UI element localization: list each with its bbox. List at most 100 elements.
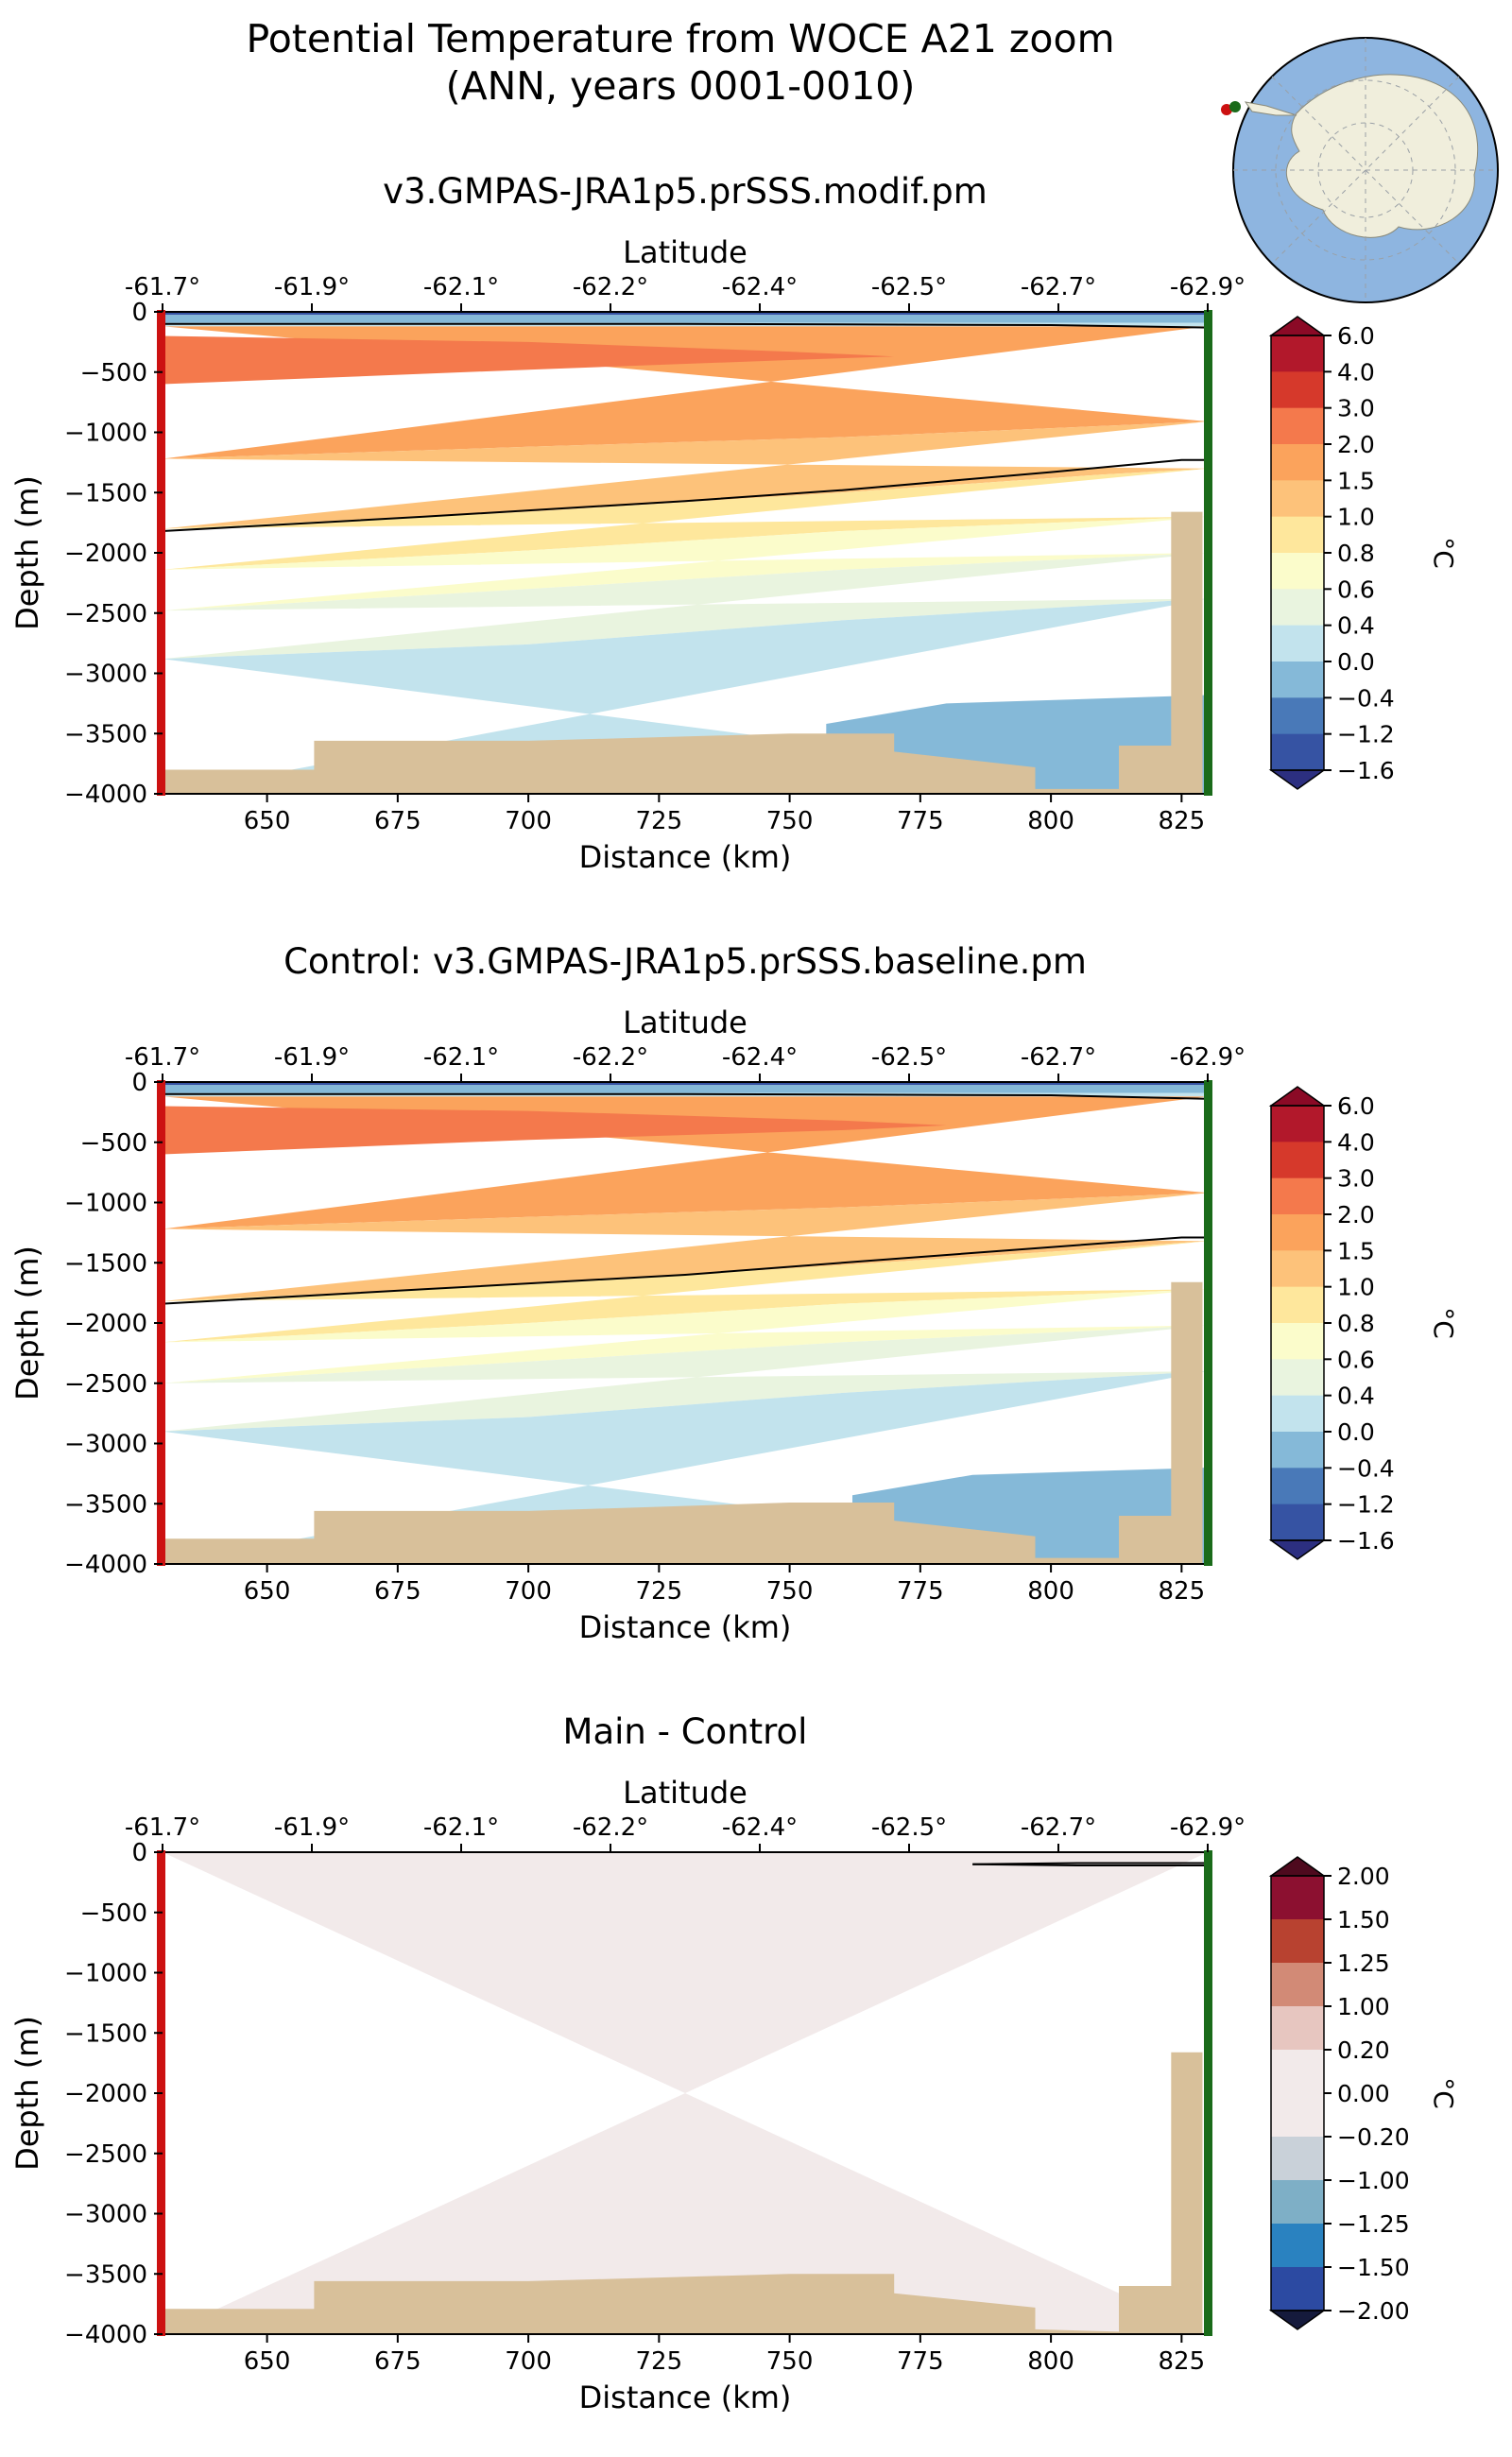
y-tick-label: −1000	[64, 1960, 147, 1988]
x-tick-label: 800	[1027, 2347, 1074, 2376]
panels: v3.GMPAS-JRA1p5.prSSS.modif.pm Latitude 65…	[9, 171, 1459, 2415]
colorbar-tick-label: 0.0	[1337, 1418, 1375, 1446]
figure-title-line1: Potential Temperature from WOCE A21 zoom	[246, 16, 1114, 61]
colorbar-segment	[1271, 2137, 1324, 2181]
colorbar: 2.00 1.50 1.25 1.00 0.20 0.00 −0.20 −1.00 −1.25 −…	[1268, 1856, 1459, 2330]
top-tick-label: -62.2°	[573, 1813, 648, 1842]
colorbar-segment	[1271, 553, 1324, 590]
colorbar-segment	[1271, 697, 1324, 735]
colorbar-segment	[1271, 1359, 1324, 1397]
colorbar-segment	[1271, 589, 1324, 627]
section-end-marker	[1204, 1080, 1212, 1566]
colorbar-segment	[1271, 371, 1324, 409]
colorbar-tick-label: 0.00	[1337, 2080, 1390, 2107]
colorbar-tick-label: 1.0	[1337, 504, 1375, 531]
colorbar-under-arrow	[1268, 1539, 1327, 1560]
colorbar-tick-label: 0.8	[1337, 540, 1375, 567]
contour-band	[163, 1193, 1208, 1301]
colorbar-segment	[1271, 2224, 1324, 2268]
contour-band	[163, 1289, 1208, 1383]
colorbar-tick-label: −1.50	[1337, 2254, 1410, 2281]
x-tick-label: 750	[766, 1577, 814, 1606]
y-tick-label: −1000	[64, 1190, 147, 1218]
y-tick-label: −3000	[64, 2201, 147, 2229]
colorbar-tick-label: 0.6	[1337, 1346, 1375, 1373]
colorbar-tick-label: 3.0	[1337, 395, 1375, 422]
top-tick-label: -61.9°	[274, 1043, 350, 1072]
y-tick-label: −4000	[64, 1551, 147, 1579]
contour-band	[163, 421, 1208, 529]
section-panel: v3.GMPAS-JRA1p5.prSSS.modif.pm Latitude 65…	[9, 171, 1459, 875]
seafloor-bathymetry	[163, 511, 1203, 794]
contour-band	[163, 1085, 1208, 1093]
colorbar-segment	[1271, 1250, 1324, 1288]
colorbar-under-arrow	[1268, 2310, 1327, 2330]
x-tick-label: 675	[374, 807, 421, 835]
colorbar-segment	[1271, 1106, 1324, 1143]
y-tick-label: 0	[131, 1839, 147, 1867]
colorbar-segment	[1271, 1395, 1324, 1433]
x-axis-label: Distance (km)	[579, 839, 792, 875]
colorbar-under-arrow	[1268, 769, 1327, 790]
x-tick-label: 800	[1027, 1577, 1074, 1606]
colorbar-over-arrow	[1268, 316, 1327, 336]
y-axis-label: Depth (m)	[9, 2016, 45, 2171]
y-tick-label: −3500	[64, 2260, 147, 2289]
colorbar-tick-label: 2.0	[1337, 1201, 1375, 1228]
colorbar-tick-label: 4.0	[1337, 358, 1375, 386]
colorbar-segment	[1271, 1177, 1324, 1215]
y-tick-label: −1500	[64, 2019, 147, 2048]
map-graticule-line	[1271, 76, 1460, 265]
x-tick-label: 750	[766, 807, 814, 835]
top-tick-label: -61.7°	[125, 1043, 200, 1072]
section-end-marker	[1204, 1850, 1212, 2336]
colorbar-segment	[1271, 1323, 1324, 1360]
contour-band	[163, 1852, 1208, 2334]
seafloor-bathymetry	[163, 2052, 1203, 2334]
y-tick-label: −2000	[64, 540, 147, 568]
colorbar-segment	[1271, 516, 1324, 554]
colorbar-tick-label: 1.5	[1337, 1237, 1375, 1264]
colorbar-segment	[1271, 1142, 1324, 1179]
colorbar-segment	[1271, 1919, 1324, 1964]
colorbar-tick-label: −0.4	[1337, 684, 1395, 712]
x-tick-label: 725	[636, 807, 683, 835]
x-tick-label: 650	[244, 1577, 291, 1606]
top-tick-label: -62.4°	[722, 1813, 798, 1842]
top-tick-label: -62.5°	[871, 1813, 947, 1842]
colorbar-tick-label: 1.50	[1337, 1906, 1390, 1933]
top-tick-label: -62.9°	[1170, 273, 1246, 301]
colorbar-tick-label: −2.00	[1337, 2297, 1410, 2325]
panel-title: Main - Control	[563, 1711, 808, 1752]
top-tick-label: -62.7°	[1021, 1813, 1096, 1842]
y-tick-label: −2500	[64, 600, 147, 628]
contour-band	[163, 326, 1208, 459]
colorbar-segment	[1271, 2267, 1324, 2311]
y-tick-label: −3500	[64, 1490, 147, 1519]
x-tick-label: 825	[1159, 1577, 1206, 1606]
colorbar-tick-label: −1.2	[1337, 721, 1395, 748]
top-tick-label: -61.7°	[125, 1813, 200, 1842]
colorbar-tick-label: 0.4	[1337, 612, 1375, 640]
y-axis-label: Depth (m)	[9, 1246, 45, 1400]
colorbar-tick-label: 3.0	[1337, 1165, 1375, 1193]
contour-band	[163, 516, 1208, 611]
colorbar-segment	[1271, 662, 1324, 698]
colorbar-tick-label: 2.00	[1337, 1863, 1390, 1890]
x-tick-label: 700	[505, 1577, 552, 1606]
x-tick-label: 825	[1159, 2347, 1206, 2376]
x-tick-label: 800	[1027, 807, 1074, 835]
colorbar-segment	[1271, 407, 1324, 445]
colorbar-segment	[1271, 1468, 1324, 1505]
colorbar-tick-label: −1.00	[1337, 2167, 1410, 2194]
colorbar-segment	[1271, 1876, 1324, 1920]
colorbar-segment	[1271, 335, 1324, 372]
colorbar-segment	[1271, 2093, 1324, 2138]
figure-title-line2: (ANN, years 0001-0010)	[446, 63, 916, 109]
x-axis-label: Distance (km)	[579, 1609, 792, 1645]
colorbar-segment	[1271, 1503, 1324, 1541]
colorbar-tick-label: 0.20	[1337, 2036, 1390, 2064]
contour-line	[163, 458, 1208, 532]
contour-line	[163, 1092, 1208, 1100]
contour-line	[163, 1236, 1208, 1305]
